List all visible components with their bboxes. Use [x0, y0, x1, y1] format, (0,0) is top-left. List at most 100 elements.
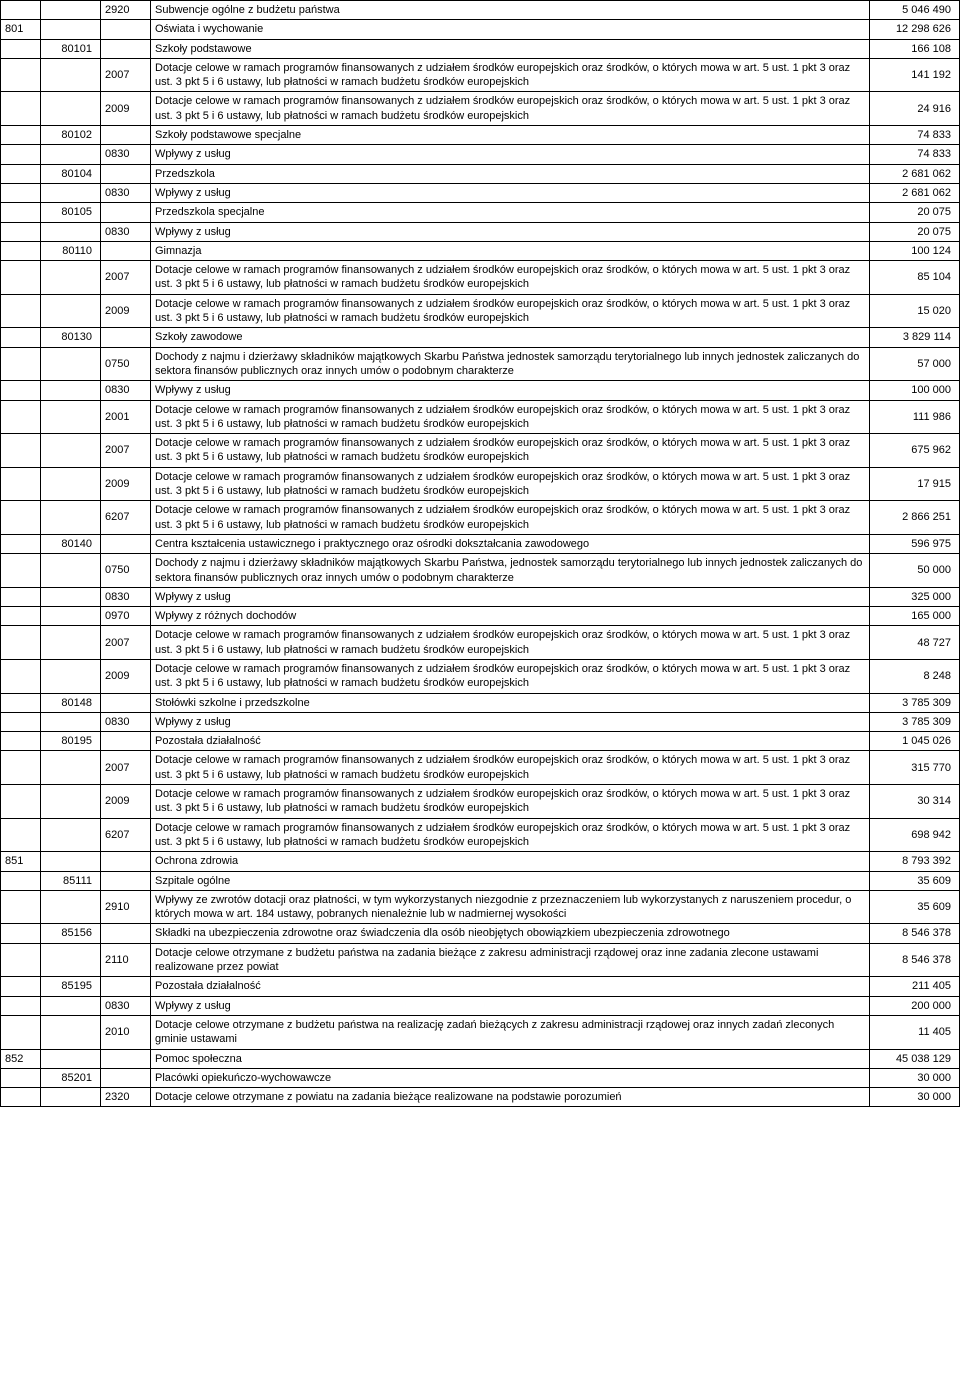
cell-c5: 5 046 490 — [870, 1, 960, 20]
cell-c2 — [41, 222, 101, 241]
cell-c5: 100 000 — [870, 381, 960, 400]
cell-c1 — [1, 751, 41, 785]
cell-c2: 80195 — [41, 732, 101, 751]
cell-c2: 80102 — [41, 126, 101, 145]
cell-c3: 2007 — [101, 751, 151, 785]
cell-c3: 0970 — [101, 607, 151, 626]
cell-c1 — [1, 1088, 41, 1107]
table-row: 2009Dotacje celowe w ramach programów fi… — [1, 785, 960, 819]
cell-c2: 80110 — [41, 241, 101, 260]
table-row: 2009Dotacje celowe w ramach programów fi… — [1, 659, 960, 693]
cell-c3 — [101, 126, 151, 145]
cell-c1 — [1, 587, 41, 606]
table-row: 851Ochrona zdrowia8 793 392 — [1, 852, 960, 871]
cell-c2 — [41, 554, 101, 588]
cell-c3 — [101, 732, 151, 751]
table-row: 0830Wpływy z usług100 000 — [1, 381, 960, 400]
cell-c1 — [1, 347, 41, 381]
table-row: 2010Dotacje celowe otrzymane z budżetu p… — [1, 1015, 960, 1049]
cell-c4: Pozostała działalność — [151, 977, 870, 996]
cell-c3 — [101, 328, 151, 347]
cell-c5: 17 915 — [870, 467, 960, 501]
cell-c2: 85156 — [41, 924, 101, 943]
cell-c5: 3 785 309 — [870, 693, 960, 712]
cell-c1: 801 — [1, 20, 41, 39]
cell-c4: Wpływy z usług — [151, 587, 870, 606]
table-row: 80105Przedszkola specjalne20 075 — [1, 203, 960, 222]
cell-c1 — [1, 554, 41, 588]
cell-c1 — [1, 924, 41, 943]
cell-c4: Stołówki szkolne i przedszkolne — [151, 693, 870, 712]
cell-c1 — [1, 693, 41, 712]
cell-c1 — [1, 434, 41, 468]
cell-c2 — [41, 712, 101, 731]
table-row: 0750Dochody z najmu i dzierżawy składnik… — [1, 554, 960, 588]
cell-c5: 165 000 — [870, 607, 960, 626]
cell-c1 — [1, 467, 41, 501]
cell-c5: 100 124 — [870, 241, 960, 260]
cell-c1 — [1, 871, 41, 890]
cell-c5: 20 075 — [870, 222, 960, 241]
cell-c3: 0830 — [101, 712, 151, 731]
cell-c5: 2 866 251 — [870, 501, 960, 535]
table-row: 2009Dotacje celowe w ramach programów fi… — [1, 467, 960, 501]
cell-c1 — [1, 818, 41, 852]
cell-c4: Wpływy z usług — [151, 183, 870, 202]
cell-c4: Dotacje celowe w ramach programów finans… — [151, 659, 870, 693]
cell-c4: Dotacje celowe w ramach programów finans… — [151, 400, 870, 434]
cell-c5: 8 546 378 — [870, 924, 960, 943]
cell-c4: Szpitale ogólne — [151, 871, 870, 890]
cell-c5: 596 975 — [870, 534, 960, 553]
cell-c5: 2 681 062 — [870, 183, 960, 202]
cell-c2 — [41, 261, 101, 295]
cell-c1 — [1, 328, 41, 347]
cell-c3: 2009 — [101, 92, 151, 126]
cell-c2 — [41, 467, 101, 501]
table-row: 2920Subwencje ogólne z budżetu państwa5 … — [1, 1, 960, 20]
cell-c1 — [1, 39, 41, 58]
table-row: 0970Wpływy z różnych dochodów165 000 — [1, 607, 960, 626]
cell-c5: 2 681 062 — [870, 164, 960, 183]
cell-c4: Dotacje celowe w ramach programów finans… — [151, 785, 870, 819]
cell-c3 — [101, 693, 151, 712]
cell-c4: Dochody z najmu i dzierżawy składników m… — [151, 347, 870, 381]
cell-c5: 8 546 378 — [870, 943, 960, 977]
cell-c1 — [1, 977, 41, 996]
cell-c3: 2009 — [101, 467, 151, 501]
cell-c4: Składki na ubezpieczenia zdrowotne oraz … — [151, 924, 870, 943]
cell-c1 — [1, 626, 41, 660]
cell-c4: Gimnazja — [151, 241, 870, 260]
cell-c2: 85195 — [41, 977, 101, 996]
cell-c1 — [1, 890, 41, 924]
cell-c2 — [41, 659, 101, 693]
cell-c4: Pozostała działalność — [151, 732, 870, 751]
cell-c4: Pomoc społeczna — [151, 1049, 870, 1068]
cell-c3: 2910 — [101, 890, 151, 924]
cell-c3: 2009 — [101, 785, 151, 819]
cell-c5: 325 000 — [870, 587, 960, 606]
cell-c4: Dotacje celowe otrzymane z budżetu państ… — [151, 1015, 870, 1049]
cell-c5: 57 000 — [870, 347, 960, 381]
cell-c4: Oświata i wychowanie — [151, 20, 870, 39]
table-row: 0830Wpływy z usług325 000 — [1, 587, 960, 606]
cell-c2 — [41, 1015, 101, 1049]
cell-c3: 6207 — [101, 501, 151, 535]
cell-c4: Dotacje celowe otrzymane z budżetu państ… — [151, 943, 870, 977]
cell-c4: Szkoły podstawowe — [151, 39, 870, 58]
cell-c3: 0830 — [101, 222, 151, 241]
cell-c2 — [41, 587, 101, 606]
cell-c4: Centra kształcenia ustawicznego i prakty… — [151, 534, 870, 553]
cell-c5: 315 770 — [870, 751, 960, 785]
cell-c4: Dotacje celowe w ramach programów finans… — [151, 92, 870, 126]
table-row: 0750Dochody z najmu i dzierżawy składnik… — [1, 347, 960, 381]
cell-c2 — [41, 183, 101, 202]
cell-c1 — [1, 92, 41, 126]
cell-c3: 2007 — [101, 261, 151, 295]
cell-c2 — [41, 890, 101, 924]
cell-c1 — [1, 381, 41, 400]
table-row: 2007Dotacje celowe w ramach programów fi… — [1, 58, 960, 92]
cell-c4: Szkoły zawodowe — [151, 328, 870, 347]
table-row: 0830Wpływy z usług3 785 309 — [1, 712, 960, 731]
cell-c5: 45 038 129 — [870, 1049, 960, 1068]
cell-c4: Wpływy z usług — [151, 222, 870, 241]
